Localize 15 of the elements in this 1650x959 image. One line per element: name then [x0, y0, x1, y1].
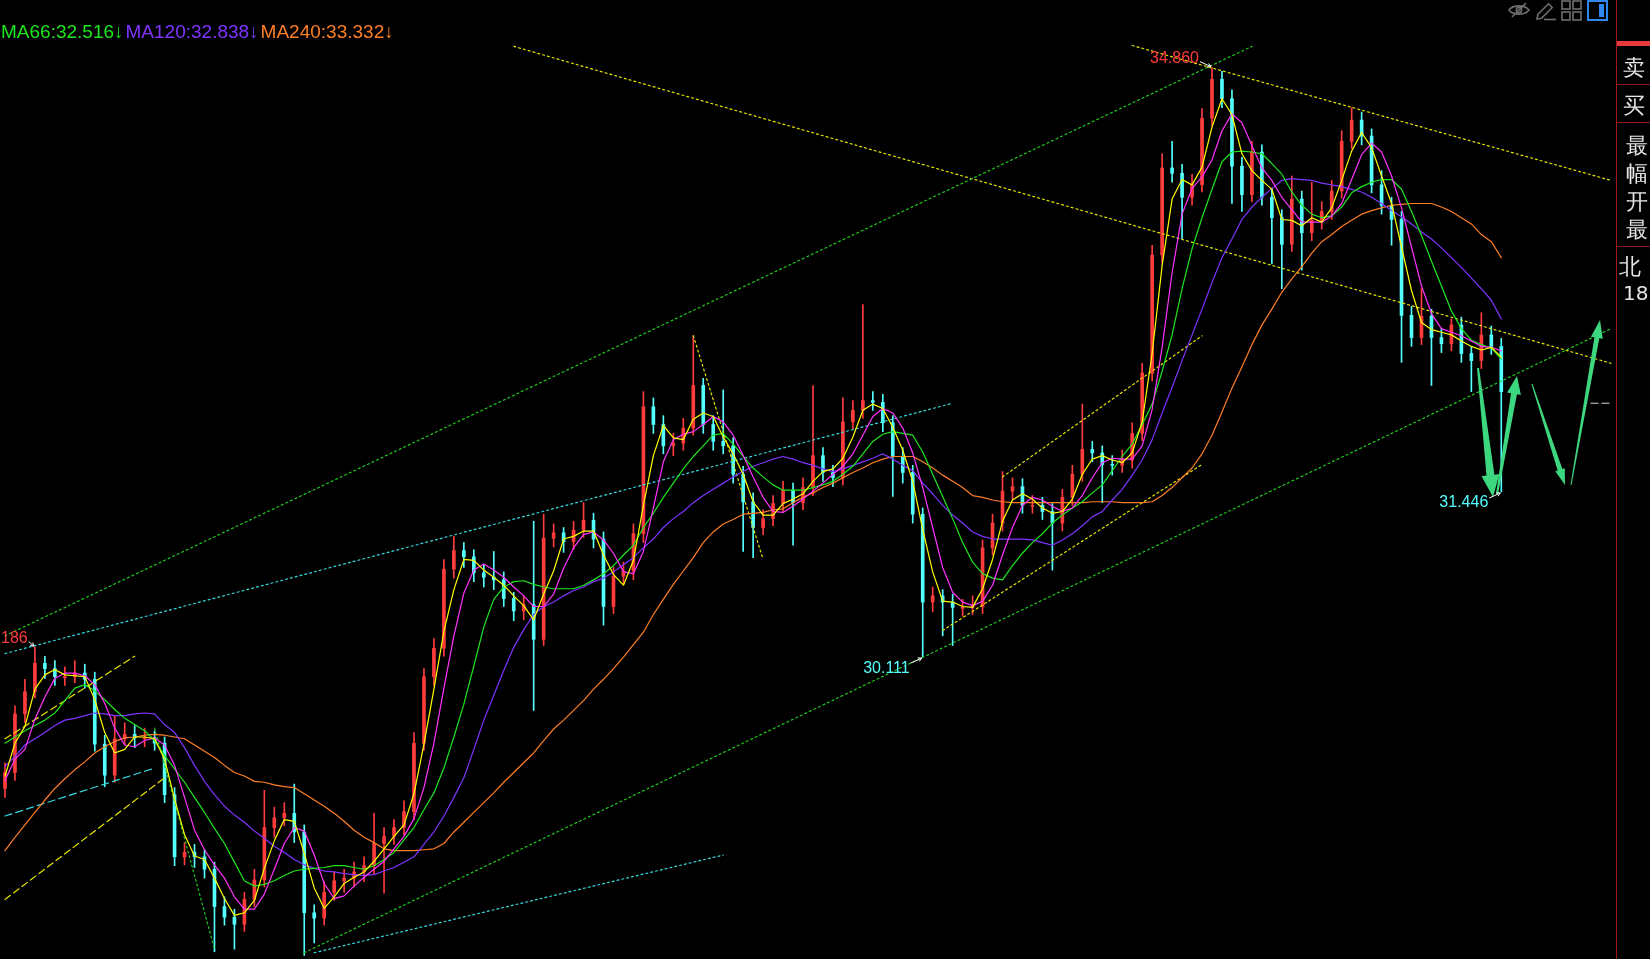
text: MA66:32.516↓ [1, 21, 124, 43]
text: 186 [0, 628, 28, 646]
text: MA240:33.332↓ [260, 21, 394, 43]
text: 幅 [1626, 161, 1648, 186]
text: 18 [1623, 281, 1649, 305]
text: 34.860 [1150, 49, 1199, 67]
text: MA120:32.838↓ [125, 21, 259, 43]
text: 31.446 [1439, 493, 1489, 511]
text: 30.111 [863, 658, 910, 676]
text: 北 [1619, 254, 1641, 279]
text: 最 [1626, 133, 1648, 158]
text: 卖 [1623, 55, 1645, 80]
text: 买 [1623, 93, 1645, 118]
text: 最 [1626, 217, 1648, 242]
text: 开 [1626, 189, 1648, 214]
